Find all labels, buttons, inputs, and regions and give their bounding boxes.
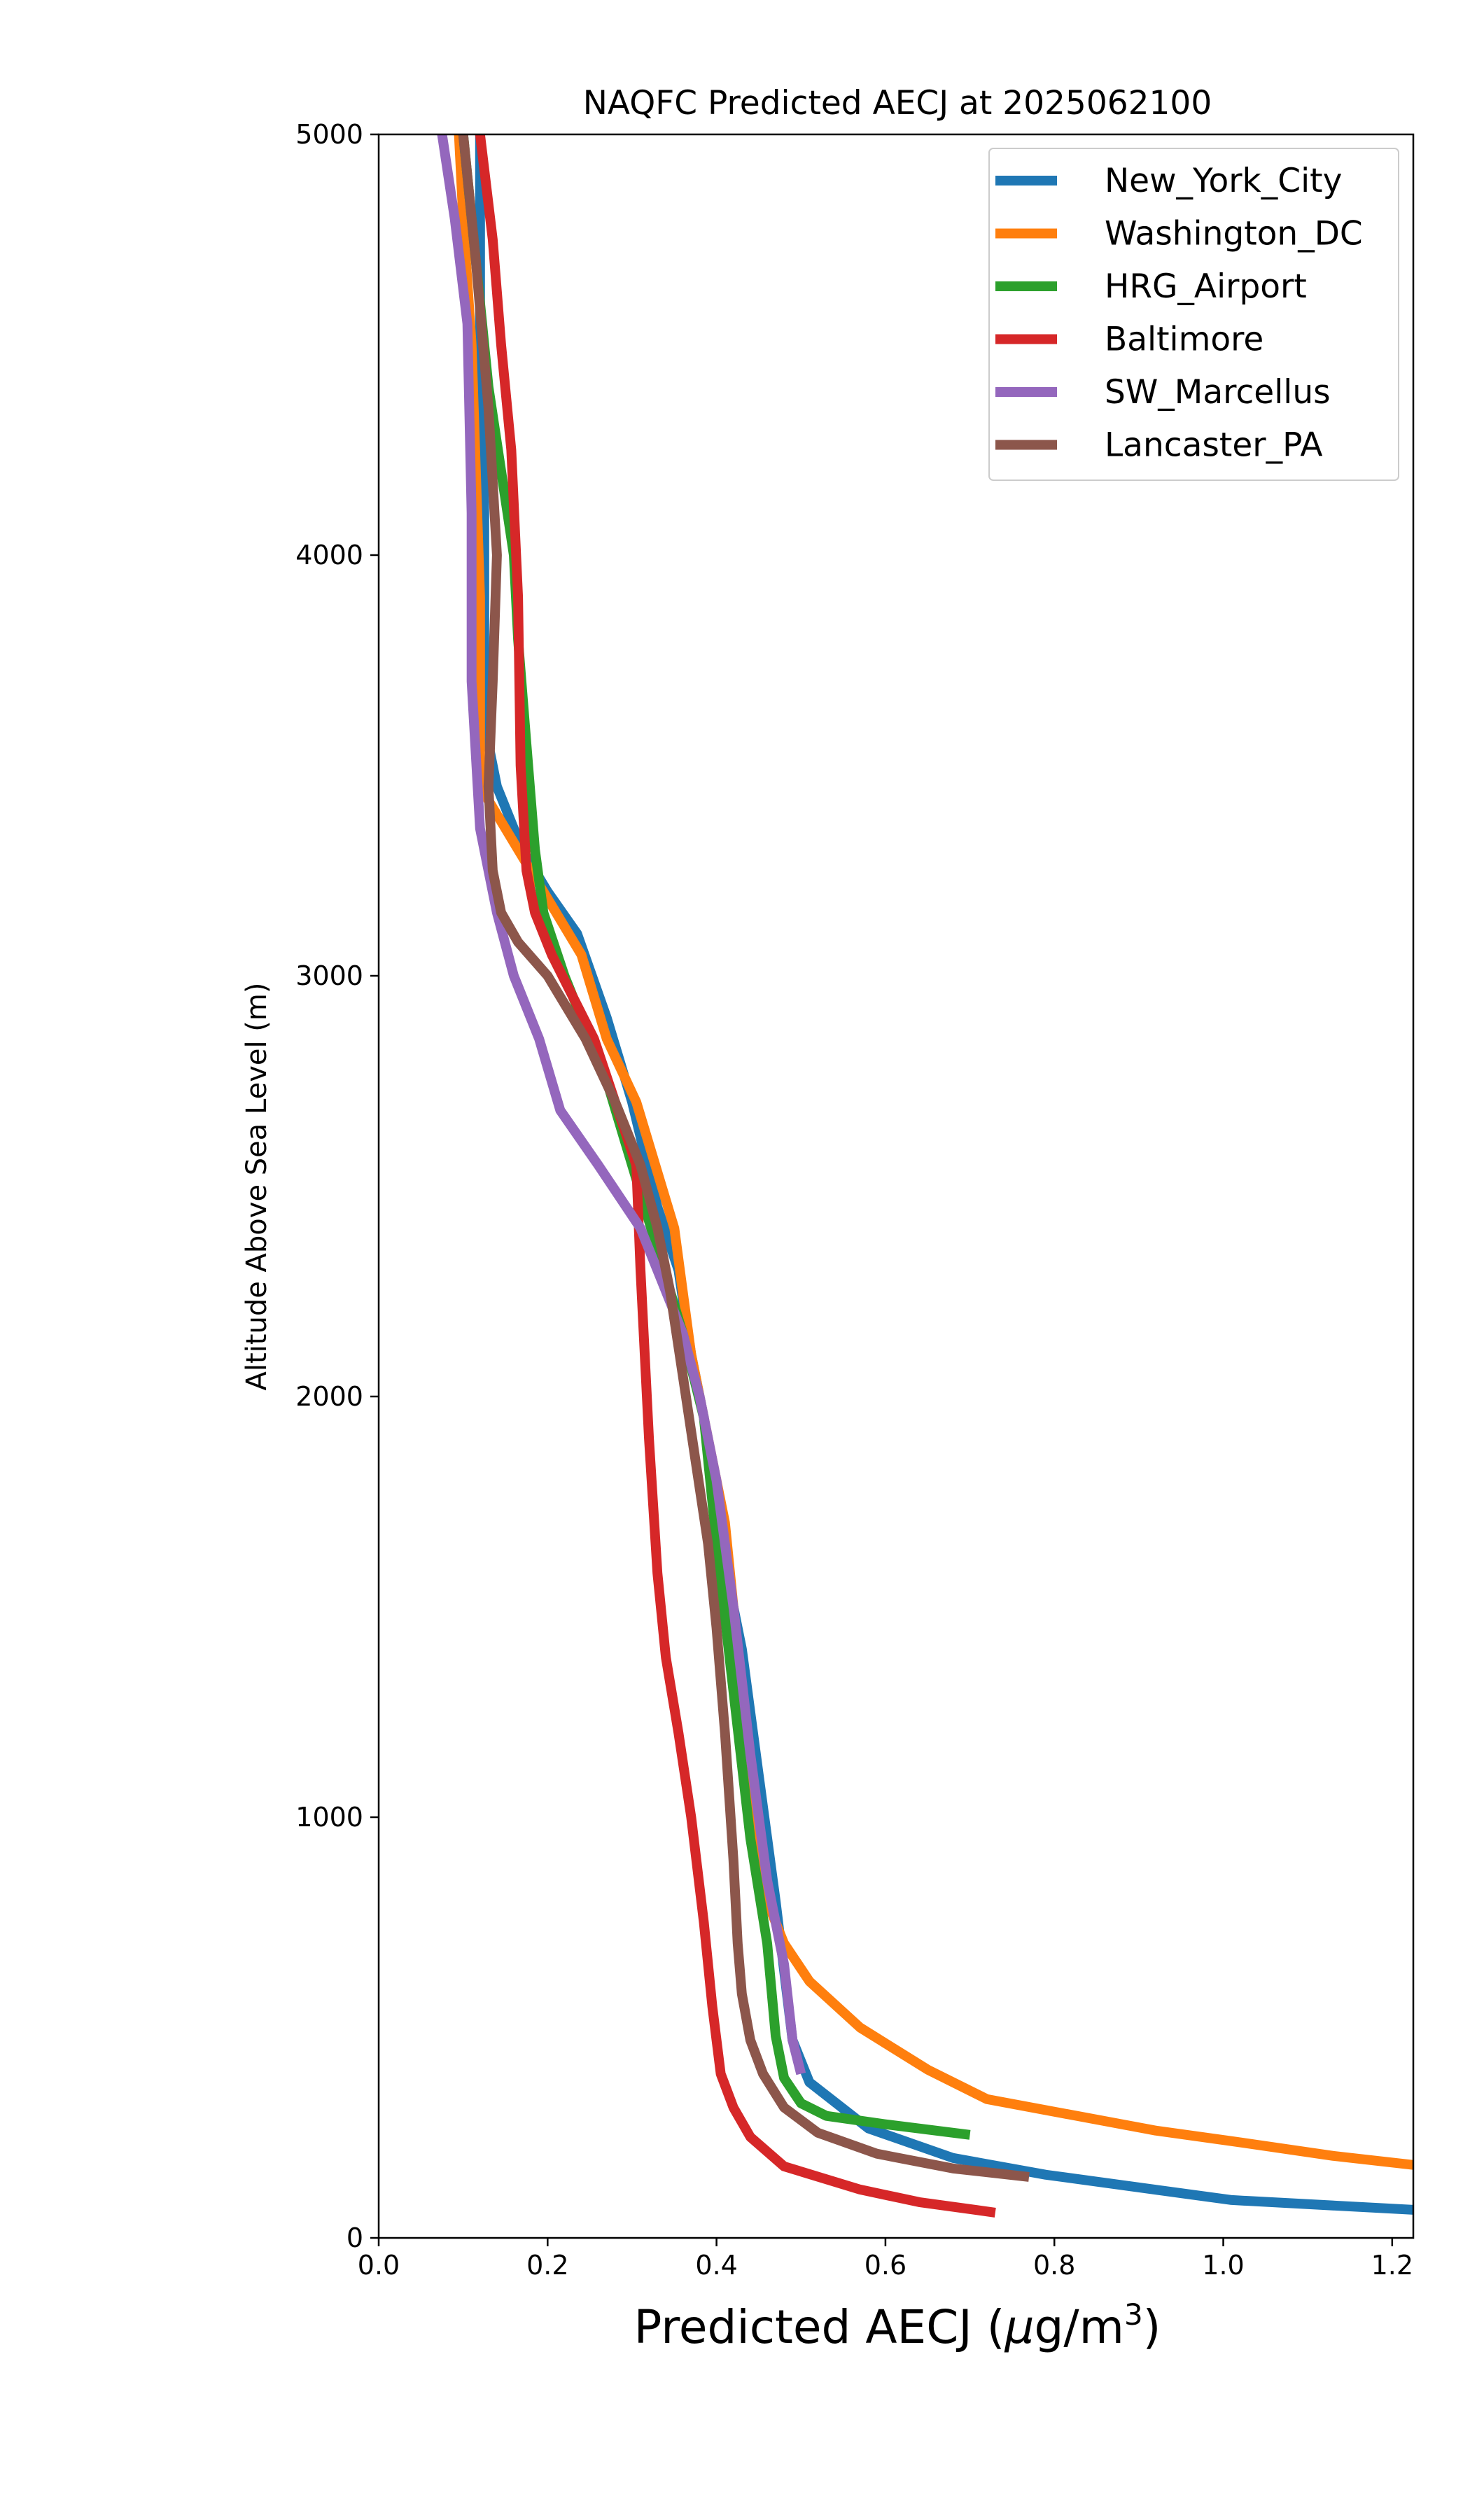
x-axis-label: Predicted AECJ (μg/m3) [634,2297,1161,2354]
legend-label-sw-marcellus: SW_Marcellus [1105,373,1331,412]
y-tick-label: 1000 [295,1802,363,1833]
y-tick-label: 0 [346,2222,363,2253]
x-axis: 0.0 0.2 0.4 0.6 0.8 1.0 1.2 [358,2238,1413,2281]
legend-label-lancaster-pa: Lancaster_PA [1105,426,1323,465]
x-axis-label-close: ) [1143,2300,1161,2354]
chart-title: NAQFC Predicted AECJ at 2025062100 [583,84,1212,122]
y-tick-label: 4000 [295,540,363,570]
series-layer [437,134,1413,2218]
x-tick-label: 0.0 [358,2250,400,2281]
y-axis: 0 1000 2000 3000 4000 5000 [295,119,379,2253]
x-axis-label-text: Predicted AECJ ( [634,2300,1005,2354]
y-axis-label: Altitude Above Sea Level (m) [241,983,273,1391]
y-tick-label: 5000 [295,119,363,150]
legend-label-new-york-city: New_York_City [1105,162,1342,200]
x-axis-label-mu: μ [1004,2300,1035,2354]
legend-label-washington-dc: Washington_DC [1105,215,1363,253]
series-line-baltimore [475,134,996,2218]
legend: New_York_City Washington_DC HRG_Airport Bal… [988,148,1399,481]
x-tick-label: 1.2 [1371,2250,1413,2281]
x-axis-label-unit: g/m [1035,2300,1124,2354]
x-tick-label: 0.2 [526,2250,568,2281]
legend-frame [988,148,1399,481]
legend-label-hrg-airport: HRG_Airport [1105,267,1307,306]
x-tick-label: 0.4 [695,2250,737,2281]
y-tick-label: 2000 [295,1381,363,1412]
y-tick-label: 3000 [295,960,363,991]
legend-label-baltimore: Baltimore [1105,321,1264,359]
x-tick-label: 0.8 [1033,2250,1075,2281]
x-axis-label-superscript: 3 [1124,2297,1143,2332]
series-line-sw-marcellus [437,134,806,2076]
x-tick-label: 0.6 [864,2250,906,2281]
series-line-lancaster-pa [458,134,1030,2182]
plot-frame [377,133,1415,2239]
x-tick-label: 1.0 [1202,2250,1244,2281]
